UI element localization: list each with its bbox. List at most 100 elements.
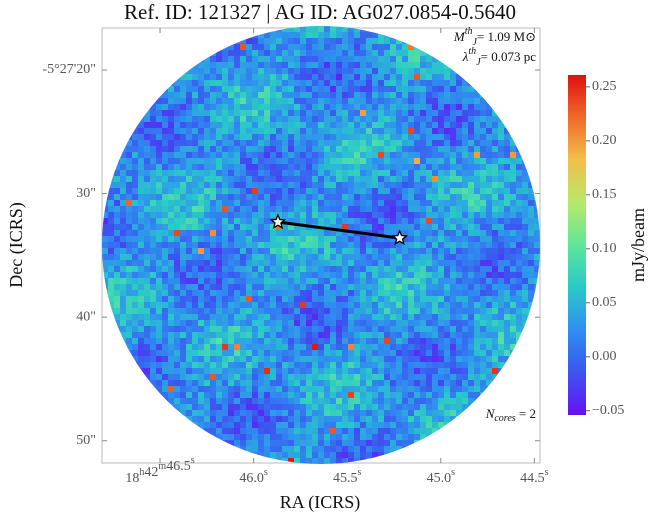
map-pixel	[492, 320, 498, 326]
map-pixel	[144, 116, 150, 122]
map-pixel	[510, 260, 516, 266]
map-pixel	[156, 302, 162, 308]
map-pixel	[150, 212, 156, 218]
map-pixel	[384, 374, 390, 380]
map-pixel	[144, 338, 150, 344]
map-pixel	[246, 218, 252, 224]
map-pixel	[492, 260, 498, 266]
map-pixel	[528, 200, 534, 206]
map-pixel	[336, 350, 342, 356]
map-pixel	[390, 248, 396, 254]
map-pixel	[414, 230, 420, 236]
map-pixel	[504, 314, 510, 320]
map-pixel	[288, 380, 294, 386]
map-pixel	[432, 242, 438, 248]
map-pixel	[162, 110, 168, 116]
map-pixel	[288, 182, 294, 188]
map-pixel	[216, 50, 222, 56]
map-pixel	[414, 92, 420, 98]
map-pixel	[480, 170, 486, 176]
map-pixel	[222, 440, 228, 446]
map-pixel	[234, 254, 240, 260]
map-pixel	[246, 374, 252, 380]
map-pixel	[492, 122, 498, 128]
map-pixel	[486, 128, 492, 134]
colorbar-tick-label: −0.05	[592, 403, 624, 418]
map-pixel	[408, 344, 414, 350]
map-pixel	[420, 194, 426, 200]
map-pixel	[330, 242, 336, 248]
map-pixel	[264, 308, 270, 314]
map-pixel	[360, 62, 366, 68]
map-pixel	[474, 290, 480, 296]
map-pixel	[174, 206, 180, 212]
map-pixel	[252, 104, 258, 110]
map-pixel	[204, 68, 210, 74]
map-pixel	[390, 404, 396, 410]
map-pixel	[372, 98, 378, 104]
map-pixel	[432, 266, 438, 272]
map-pixel	[498, 164, 504, 170]
map-pixel	[462, 200, 468, 206]
map-pixel	[432, 278, 438, 284]
map-pixel	[258, 332, 264, 338]
map-pixel	[156, 224, 162, 230]
map-pixel	[408, 44, 414, 50]
map-pixel	[324, 74, 330, 80]
map-pixel	[186, 194, 192, 200]
map-pixel	[438, 272, 444, 278]
map-pixel	[252, 290, 258, 296]
map-pixel	[456, 140, 462, 146]
map-pixel	[276, 128, 282, 134]
map-pixel	[462, 86, 468, 92]
map-pixel	[258, 194, 264, 200]
map-pixel	[372, 260, 378, 266]
map-pixel	[342, 74, 348, 80]
map-pixel	[360, 68, 366, 74]
map-pixel	[222, 344, 228, 350]
map-pixel	[216, 422, 222, 428]
map-pixel	[294, 374, 300, 380]
map-pixel	[132, 152, 138, 158]
map-pixel	[234, 242, 240, 248]
map-pixel	[294, 170, 300, 176]
map-pixel	[234, 110, 240, 116]
map-pixel	[468, 140, 474, 146]
map-pixel	[426, 326, 432, 332]
map-pixel	[240, 230, 246, 236]
map-pixel	[324, 32, 330, 38]
map-pixel	[132, 344, 138, 350]
map-pixel	[402, 200, 408, 206]
map-pixel	[450, 284, 456, 290]
map-pixel	[318, 146, 324, 152]
map-pixel	[294, 152, 300, 158]
map-pixel	[354, 110, 360, 116]
map-pixel	[240, 326, 246, 332]
map-pixel	[492, 248, 498, 254]
map-pixel	[240, 266, 246, 272]
map-pixel	[402, 356, 408, 362]
map-pixel	[288, 44, 294, 50]
map-pixel	[294, 344, 300, 350]
map-pixel	[312, 230, 318, 236]
map-pixel	[432, 224, 438, 230]
map-pixel	[210, 146, 216, 152]
map-pixel	[312, 116, 318, 122]
map-pixel	[258, 128, 264, 134]
map-pixel	[234, 128, 240, 134]
map-pixel	[474, 122, 480, 128]
map-pixel	[198, 326, 204, 332]
map-pixel	[360, 332, 366, 338]
map-pixel	[510, 302, 516, 308]
map-pixel	[414, 218, 420, 224]
map-pixel	[396, 224, 402, 230]
map-pixel	[342, 440, 348, 446]
map-pixel	[474, 308, 480, 314]
map-pixel	[240, 188, 246, 194]
map-pixel	[534, 284, 540, 290]
map-pixel	[378, 176, 384, 182]
map-pixel	[288, 446, 294, 452]
map-pixel	[318, 314, 324, 320]
map-pixel	[390, 440, 396, 446]
map-pixel	[192, 158, 198, 164]
